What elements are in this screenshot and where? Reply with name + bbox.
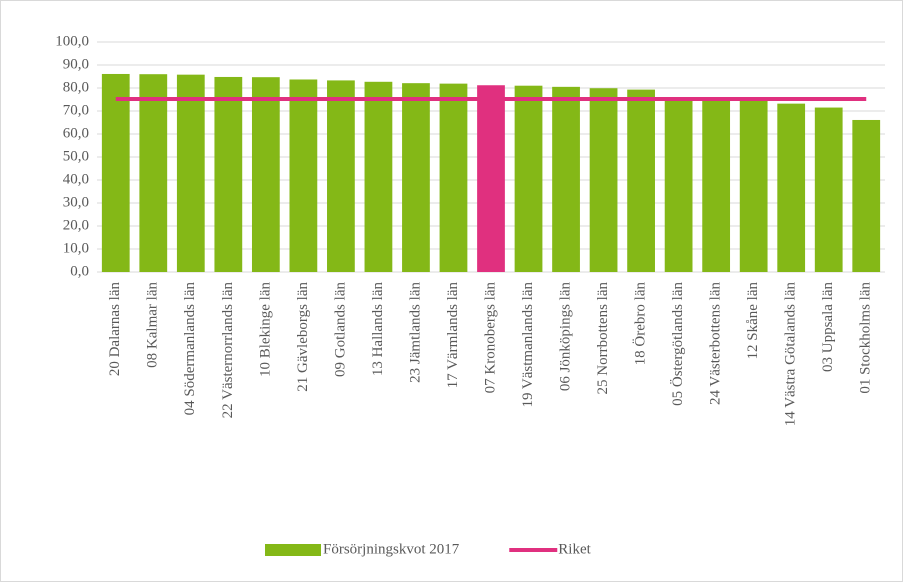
y-tick-label: 40,0 [63, 171, 89, 187]
bar [777, 103, 806, 272]
x-tick-label: 01 Stockholms län [858, 282, 874, 394]
bar [814, 107, 843, 272]
bar [552, 86, 580, 272]
bar [664, 98, 693, 272]
x-tick-label: 10 Blekinge län [257, 282, 273, 377]
x-tick-label: 05 Östergötlands län [669, 282, 686, 406]
y-tick-label: 0,0 [70, 263, 89, 279]
x-tick-label: 06 Jönköpings län [557, 282, 573, 392]
y-tick-label: 90,0 [63, 56, 89, 72]
y-tick-label: 70,0 [63, 102, 89, 118]
x-tick-label: 19 Västmanlands län [520, 282, 536, 408]
bar [439, 83, 468, 272]
x-tick-label: 14 Västra Götalands län [783, 282, 799, 427]
legend-label: Riket [558, 541, 591, 557]
bar [327, 80, 355, 272]
bar [214, 76, 243, 273]
x-tick-label: 21 Gävleborgs län [295, 282, 311, 392]
x-tick-label: 24 Västerbottens län [708, 282, 724, 406]
bar [364, 81, 393, 272]
bar [852, 119, 881, 272]
bar [251, 77, 280, 272]
bar [739, 99, 768, 272]
x-tick-label: 08 Kalmar län [145, 282, 161, 368]
x-tick-label: 07 Kronobergs län [482, 282, 498, 394]
bar [477, 85, 505, 273]
y-tick-label: 100,0 [55, 33, 89, 49]
legend-label: Försörjningskvot 2017 [323, 541, 460, 557]
x-tick-label: 13 Hallands län [370, 282, 386, 377]
y-tick-label: 60,0 [63, 125, 89, 141]
y-tick-label: 30,0 [63, 194, 89, 210]
y-tick-label: 20,0 [63, 217, 89, 233]
bar [402, 83, 430, 272]
bar [589, 88, 618, 272]
bar [514, 85, 543, 272]
x-tick-label: 25 Norrbottens län [595, 282, 611, 395]
x-tick-label: 04 Södermanlands län [182, 282, 198, 416]
bar [139, 74, 168, 272]
x-tick-label: 12 Skåne län [745, 282, 761, 360]
legend-swatch [265, 544, 321, 556]
x-tick-label: 20 Dalarnas län [107, 282, 123, 377]
bar [101, 73, 130, 272]
y-tick-label: 50,0 [63, 148, 89, 164]
x-tick-label: 03 Uppsala län [820, 282, 836, 372]
x-tick-label: 17 Värmlands län [445, 282, 461, 389]
x-tick-label: 18 Örebro län [632, 282, 649, 366]
x-tick-label: 09 Gotlands län [332, 282, 348, 377]
bar [627, 89, 655, 272]
y-tick-label: 10,0 [63, 240, 89, 256]
y-tick-label: 80,0 [63, 79, 89, 95]
x-tick-label: 22 Västernorrlands län [220, 282, 236, 419]
x-tick-label: 23 Jämtlands län [407, 282, 423, 383]
bar [176, 74, 205, 272]
bar [702, 98, 731, 272]
bar [289, 79, 318, 273]
